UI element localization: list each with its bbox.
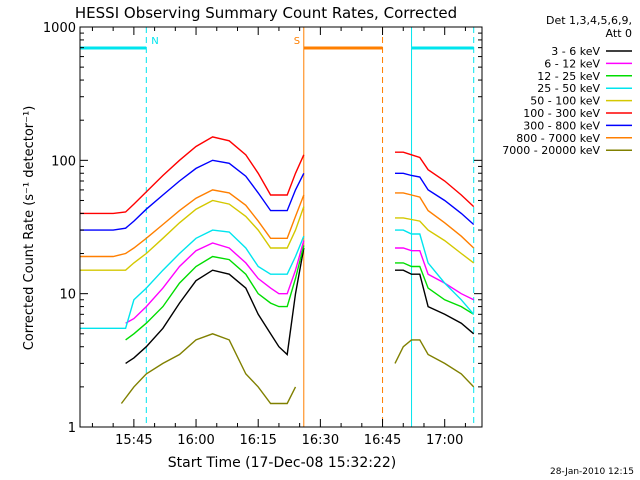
- y-tick-label: 100: [51, 154, 76, 169]
- series-line: [395, 269, 475, 335]
- x-tick-label: 16:30: [302, 433, 339, 448]
- series-line: [80, 159, 305, 231]
- series-line: [80, 199, 305, 271]
- legend-entry-label: 6 - 12 keV: [544, 57, 600, 70]
- legend-entry-label: 100 - 300 keV: [523, 107, 600, 120]
- legend-entry-label: 300 - 800 keV: [523, 119, 600, 132]
- x-tick-label: 15:45: [115, 433, 152, 448]
- series-line: [125, 245, 305, 341]
- y-tick-label: 1000: [43, 21, 76, 36]
- series-line: [395, 151, 475, 208]
- series-line: [125, 240, 305, 324]
- y-axis-label: Corrected Count Rate (s⁻¹ detector⁻¹): [22, 106, 37, 351]
- x-tick-label: 16:15: [239, 433, 276, 448]
- series-line: [120, 333, 297, 405]
- legend-title-line1: Det 1,3,4,5,6,9,: [546, 14, 632, 27]
- axes: 1 10 100 1000 15:45 16:00 16:15 16:30 16:45 17:00: [43, 21, 482, 448]
- legend-entry-label: 3 - 6 keV: [551, 45, 600, 58]
- flag-label: N: [151, 36, 158, 47]
- legend-entry-label: 7000 - 20000 keV: [502, 144, 600, 157]
- series-line: [395, 262, 475, 315]
- legend-title-line2: Att 0: [606, 27, 632, 40]
- x-tick-label: 16:45: [364, 433, 401, 448]
- legend-entry-label: 800 - 7000 keV: [516, 132, 600, 145]
- x-axis-label: Start Time (17-Dec-08 15:32:22): [168, 455, 396, 471]
- series-line: [395, 172, 475, 226]
- series-line: [80, 189, 305, 258]
- legend-entry-label: 50 - 100 keV: [530, 95, 600, 108]
- x-tick-label: 16:00: [177, 433, 214, 448]
- series-line: [394, 339, 475, 388]
- x-tick-label: 17:00: [426, 433, 463, 448]
- series-line: [395, 192, 475, 249]
- legend-entry-label: 25 - 50 keV: [537, 82, 600, 95]
- flag-label: S: [294, 36, 300, 47]
- series-line: [80, 229, 305, 329]
- y-tick-label: 10: [59, 288, 76, 303]
- legend-entry-label: 12 - 25 keV: [537, 70, 600, 83]
- chart-title: HESSI Observing Summary Count Rates, Cor…: [75, 4, 457, 22]
- series-line: [395, 247, 475, 301]
- plot-series: [80, 136, 475, 405]
- series-line: [395, 229, 475, 315]
- plot-frame: [79, 26, 483, 428]
- y-tick-label: 1: [68, 421, 76, 436]
- series-line: [125, 247, 305, 364]
- series-line: [395, 217, 475, 264]
- footer-timestamp: 28-Jan-2010 12:15: [550, 467, 634, 477]
- series-line: [80, 136, 305, 215]
